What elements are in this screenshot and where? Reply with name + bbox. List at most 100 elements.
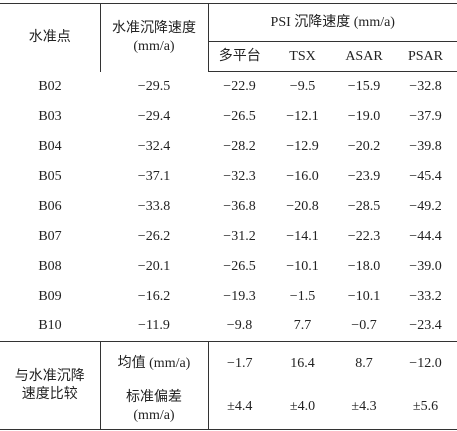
cell-text: TSX	[289, 48, 316, 64]
cell-text: −32.4	[137, 138, 171, 154]
cell-text: −32.3	[223, 168, 256, 184]
cell-text: ±4.0	[289, 399, 316, 415]
data-cell: −32.4	[100, 132, 208, 162]
header-cell: ASAR	[334, 41, 394, 72]
table-row: B05 −37.1 −32.3 −16.0 −23.9 −45.4	[0, 162, 457, 192]
cell-text: −39.0	[409, 258, 442, 274]
cell-text: −26.5	[223, 258, 256, 274]
data-cell: −12.1	[271, 102, 334, 132]
header-cell: PSI 沉降速度 (mm/a)	[208, 3, 457, 42]
cell-text: −18.0	[347, 258, 381, 274]
data-cell: −44.4	[394, 222, 457, 252]
data-cell: B05	[0, 162, 100, 192]
data-cell: ±4.4	[208, 385, 271, 430]
page: {"header": {"point": "水准点", "level_rate"…	[0, 3, 457, 431]
data-cell: −1.7	[208, 341, 271, 386]
table-row: 多平台 TSX ASAR PSAR	[0, 41, 457, 72]
cell-text: −31.2	[223, 228, 256, 244]
cell-text: −33.2	[409, 288, 442, 304]
cell-text: −28.2	[223, 138, 256, 154]
data-cell: −29.5	[100, 72, 208, 102]
cell-text: ±4.3	[351, 399, 377, 415]
cell-text: −44.4	[409, 228, 442, 244]
table-row: 水准点 水准沉降速度 (mm/a) PSI 沉降速度 (mm/a)	[0, 3, 457, 72]
cell-text: −20.1	[137, 258, 171, 274]
cell-text: B08	[38, 258, 62, 274]
cell-text: −1.7	[227, 355, 253, 371]
data-cell: B02	[0, 72, 100, 102]
cell-text: −29.4	[137, 108, 171, 124]
cell-text: 与水准沉降	[14, 368, 85, 384]
data-cell: −12.9	[271, 132, 334, 162]
data-cell: −22.9	[208, 72, 271, 102]
data-cell: −10.1	[271, 252, 334, 282]
cell-text: −20.2	[347, 138, 381, 154]
cell-text: 8.7	[355, 355, 373, 371]
data-cell: −22.3	[334, 222, 394, 252]
data-cell: −33.8	[100, 192, 208, 222]
cell-text: PSAR	[407, 48, 444, 64]
data-cell: ±5.6	[394, 385, 457, 430]
data-cell: −28.2	[208, 132, 271, 162]
cell-text: −0.7	[351, 318, 377, 334]
label-cell: 均值 (mm/a)	[100, 341, 209, 386]
cell-text: 水准沉降速度	[112, 20, 196, 36]
data-cell: −0.7	[334, 312, 394, 342]
cell-text: −29.5	[137, 78, 171, 94]
cell-text: 速度比较	[21, 386, 78, 402]
data-cell: −49.2	[394, 192, 457, 222]
cell-text: 多平台	[218, 48, 261, 64]
cell-text: (mm/a)	[133, 408, 175, 424]
data-cell: 7.7	[271, 312, 334, 342]
cell-text: −33.8	[137, 198, 171, 214]
cell-text: B04	[38, 138, 62, 154]
table-row: 标准偏差 (mm/a) ±4.4 ±4.0 ±4.3 ±5.6	[0, 385, 457, 430]
cell-text: ±5.6	[412, 399, 439, 415]
table-row: B07 −26.2 −31.2 −14.1 −22.3 −44.4	[0, 222, 457, 252]
data-cell: −23.9	[334, 162, 394, 192]
cell-text: B10	[38, 318, 62, 334]
cell-text: −39.8	[409, 138, 442, 154]
label-cell: 与水准沉降 速度比较	[0, 341, 101, 430]
data-cell: −37.9	[394, 102, 457, 132]
table-row: B04 −32.4 −28.2 −12.9 −20.2 −39.8	[0, 132, 457, 162]
data-cell: ±4.0	[271, 385, 334, 430]
data-cell: B07	[0, 222, 100, 252]
table-row: B10 −11.9 −9.8 7.7 −0.7 −23.4	[0, 312, 457, 342]
cell-text: −11.9	[138, 318, 170, 334]
cell-text: −16.2	[137, 288, 171, 304]
cell-text: ±4.4	[227, 399, 253, 415]
cell-text: −20.8	[286, 198, 319, 214]
data-cell: −32.3	[208, 162, 271, 192]
data-cell: −16.2	[100, 282, 208, 312]
cell-text: PSI 沉降速度 (mm/a)	[270, 14, 395, 30]
cell-text: −12.9	[286, 138, 319, 154]
cell-text: −36.8	[223, 198, 256, 214]
cell-text: −15.9	[347, 78, 381, 94]
data-cell: −37.1	[100, 162, 208, 192]
cell-text: −23.4	[409, 318, 442, 334]
data-cell: −16.0	[271, 162, 334, 192]
cell-text: −26.2	[137, 228, 171, 244]
cell-text: −22.3	[347, 228, 381, 244]
data-cell: −26.5	[208, 102, 271, 132]
data-cell: −33.2	[394, 282, 457, 312]
table-row: B02 −29.5 −22.9 −9.5 −15.9 −32.8	[0, 72, 457, 102]
data-cell: −32.8	[394, 72, 457, 102]
cell-text: 7.7	[293, 318, 312, 334]
table-body: 水准点 水准沉降速度 (mm/a) PSI 沉降速度 (mm/a) 多平台 TSX ASAR…	[0, 3, 457, 430]
data-cell: −31.2	[208, 222, 271, 252]
cell-text: −16.0	[286, 168, 319, 184]
cell-text: −9.8	[226, 318, 253, 334]
header-cell: 水准点	[0, 3, 101, 72]
header-cell: TSX	[271, 41, 334, 72]
data-cell: B04	[0, 132, 100, 162]
cell-text: B03	[38, 108, 62, 124]
cell-text: −37.1	[137, 168, 171, 184]
table-row: B03 −29.4 −26.5 −12.1 −19.0 −37.9	[0, 102, 457, 132]
data-cell: −9.8	[208, 312, 271, 342]
data-cell: −15.9	[334, 72, 394, 102]
data-cell: B08	[0, 252, 100, 282]
data-cell: 16.4	[271, 341, 334, 386]
data-cell: −20.1	[100, 252, 208, 282]
